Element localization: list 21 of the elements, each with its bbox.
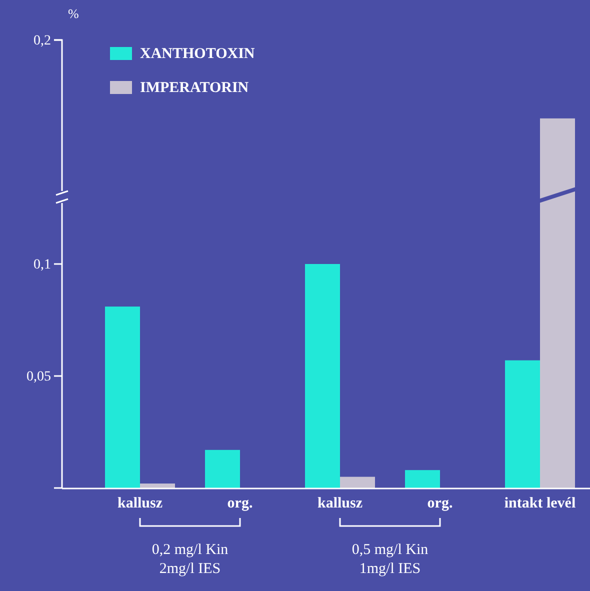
text: 0,5 mg/l Kin 1mg/l IES <box>352 542 429 577</box>
bar <box>140 484 175 488</box>
bar <box>305 264 340 488</box>
bar <box>205 450 240 488</box>
y-tick-label: 0,05 <box>26 369 51 384</box>
bar <box>105 306 140 488</box>
x-tick-label: kallusz <box>117 496 163 512</box>
bar <box>340 476 375 488</box>
x-tick-label: kallusz <box>317 496 363 512</box>
legend-label: XANTHOTOXIN <box>140 46 255 62</box>
y-tick-label: 0,1 <box>34 257 51 272</box>
x-tick-label: org. <box>227 496 253 512</box>
text: 0,2 mg/l Kin 2mg/l IES <box>152 542 229 577</box>
x-tick-label: org. <box>427 496 453 512</box>
y-tick-label: 0,2 <box>34 33 51 48</box>
bar <box>540 118 575 488</box>
x-tick-label: intakt levél <box>504 496 576 512</box>
y-axis-title: % <box>68 6 79 21</box>
legend-label: IMPERATORIN <box>140 80 249 96</box>
bar <box>505 360 540 488</box>
bar <box>405 470 440 488</box>
